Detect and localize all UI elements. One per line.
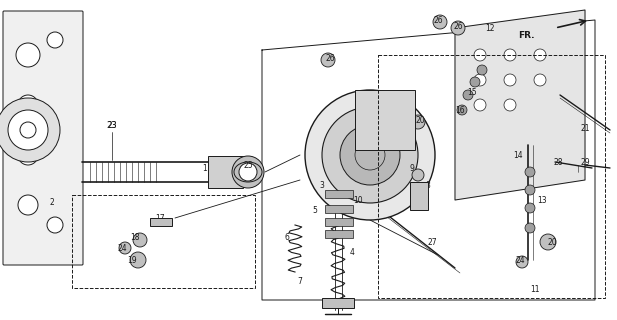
Text: 29: 29 [580,157,590,166]
Bar [410,182,428,210]
Circle shape [239,163,257,181]
Circle shape [18,95,38,115]
Text: 26: 26 [453,21,463,30]
Text: FR.: FR. [518,30,535,39]
Circle shape [474,99,486,111]
Circle shape [18,145,38,165]
Bar [150,218,172,226]
Text: 19: 19 [127,255,137,265]
Text: 9: 9 [410,164,415,172]
Bar [355,90,415,150]
Text: 21: 21 [580,124,590,132]
Text: 2: 2 [49,197,54,206]
Polygon shape [455,10,585,200]
Text: 20: 20 [415,116,425,124]
Text: 26: 26 [325,53,335,62]
Text: 6: 6 [284,234,289,243]
Circle shape [18,195,38,215]
Text: 23: 23 [107,121,117,130]
Bar [325,230,353,238]
Circle shape [412,169,424,181]
Circle shape [411,115,425,129]
Text: 7: 7 [297,277,302,286]
Circle shape [525,167,535,177]
Text: 10: 10 [353,196,363,204]
Circle shape [504,99,516,111]
Circle shape [540,234,556,250]
Circle shape [130,252,146,268]
Text: 20: 20 [547,237,557,246]
Circle shape [504,74,516,86]
Text: 24: 24 [399,110,409,119]
Text: 4: 4 [350,247,354,257]
Circle shape [119,242,131,254]
Circle shape [474,74,486,86]
Text: 22: 22 [373,100,383,109]
Circle shape [516,256,528,268]
Text: 8: 8 [426,180,431,189]
Circle shape [340,125,400,185]
Circle shape [433,15,447,29]
Circle shape [322,107,418,203]
Circle shape [457,105,467,115]
Text: 26: 26 [433,15,443,25]
Text: 18: 18 [130,234,139,243]
Bar [325,218,353,226]
Circle shape [470,77,480,87]
Circle shape [16,43,40,67]
Text: 28: 28 [553,157,563,166]
Circle shape [525,203,535,213]
Circle shape [47,217,63,233]
Text: 12: 12 [485,23,495,33]
Text: 11: 11 [530,285,540,294]
Bar [325,205,353,213]
Circle shape [451,21,465,35]
Text: 13: 13 [537,196,547,204]
Circle shape [0,98,60,162]
Circle shape [474,49,486,61]
Circle shape [534,49,546,61]
Bar [208,156,243,188]
Circle shape [8,110,48,150]
Text: 1: 1 [202,164,207,172]
Bar [325,190,353,198]
Circle shape [525,185,535,195]
Bar [378,55,605,298]
FancyBboxPatch shape [3,11,83,265]
Text: 15: 15 [467,87,477,97]
Text: 27: 27 [427,237,437,246]
Circle shape [525,223,535,233]
Circle shape [534,74,546,86]
Circle shape [305,90,435,220]
Circle shape [321,53,335,67]
Circle shape [477,65,487,75]
Circle shape [47,32,63,48]
Circle shape [133,233,147,247]
Circle shape [463,90,473,100]
Circle shape [232,156,264,188]
Text: 16: 16 [455,106,465,115]
Bar [322,298,354,308]
Bar [72,195,255,288]
Text: 5: 5 [313,205,317,214]
Circle shape [504,49,516,61]
Text: 3: 3 [320,180,325,189]
Text: 17: 17 [155,213,165,222]
Text: 14: 14 [513,150,523,159]
Circle shape [400,112,412,124]
Text: 24: 24 [117,244,127,252]
Text: 25: 25 [243,161,253,170]
Text: 24: 24 [515,255,525,265]
Text: 23: 23 [107,121,117,130]
